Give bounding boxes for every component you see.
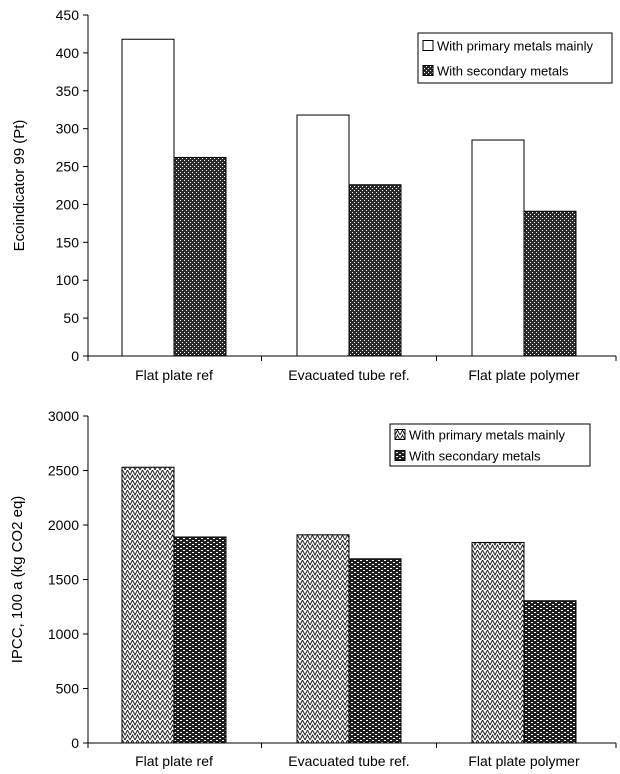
y-tick-label: 450 [56, 7, 80, 23]
legend-swatch-second [394, 450, 406, 461]
chart-panel-ipcc: Flat plate ref Evacuated tube ref. Flat pl… [9, 408, 617, 769]
y-tick-label: 3000 [48, 408, 79, 424]
bar-second-series-cat-2 [348, 184, 402, 357]
y-tick-label: 50 [63, 310, 79, 326]
x-tick-label: Flat plate ref [135, 753, 213, 769]
x-tick-label: Evacuated tube ref. [288, 367, 409, 383]
bar-second-series-cat-1 [173, 156, 227, 357]
legend-box [417, 32, 613, 84]
y-tick-label: 2000 [48, 517, 79, 533]
y-tick-label: 0 [71, 348, 79, 364]
bar-second-series-cat-1 [173, 536, 227, 744]
x-tick-label: Flat plate polymer [468, 753, 580, 769]
bar-second-series-cat-3 [523, 210, 577, 357]
y-tick-label: 300 [56, 121, 80, 137]
legend-label-first: With primary metals mainly [409, 428, 566, 443]
y-tick-label: 200 [56, 196, 80, 212]
y-tick-label: 0 [71, 735, 79, 751]
legend-swatch-first [394, 429, 406, 440]
legend-box [389, 423, 591, 467]
y-axis-title: IPCC, 100 a (kg CO2 eq) [9, 496, 26, 664]
bar-first-series-cat-3 [471, 139, 525, 357]
y-tick-label: 500 [56, 681, 80, 697]
legend-label-second: With secondary metals [437, 64, 569, 79]
legend-swatch-first [422, 40, 434, 51]
bar-first-series-cat-3 [471, 541, 525, 744]
y-tick-label: 350 [56, 83, 80, 99]
chart-panel-ecoindicator: Flat plate ref Evacuated tube ref. Flat pl… [11, 7, 617, 383]
y-tick-label: 1500 [48, 572, 79, 588]
y-axis-title: Ecoindicator 99 (Pt) [11, 120, 28, 252]
legend-label-first: With primary metals mainly [437, 39, 594, 54]
y-tick-label: 1000 [48, 626, 79, 642]
legend-swatch-second [422, 65, 434, 76]
y-tick-label: 150 [56, 234, 80, 250]
x-tick-label: Flat plate polymer [468, 367, 580, 383]
legend: With primary metals mainly With secondary… [389, 423, 591, 467]
x-tick-label: Flat plate ref [135, 367, 213, 383]
bar-second-series-cat-2 [348, 558, 402, 744]
bar-first-series-cat-1 [121, 38, 175, 357]
y-tick-label: 400 [56, 45, 80, 61]
bar-first-series-cat-2 [296, 114, 350, 357]
bar-first-series-cat-1 [121, 466, 175, 744]
bar-second-series-cat-3 [523, 600, 577, 744]
y-tick-label: 250 [56, 159, 80, 175]
y-tick-label: 2500 [48, 463, 79, 479]
legend-label-second: With secondary metals [409, 449, 541, 464]
x-tick-label: Evacuated tube ref. [288, 753, 409, 769]
y-tick-label: 100 [56, 272, 80, 288]
legend: With primary metals mainly With secondary… [417, 32, 613, 84]
bar-first-series-cat-2 [296, 534, 350, 744]
